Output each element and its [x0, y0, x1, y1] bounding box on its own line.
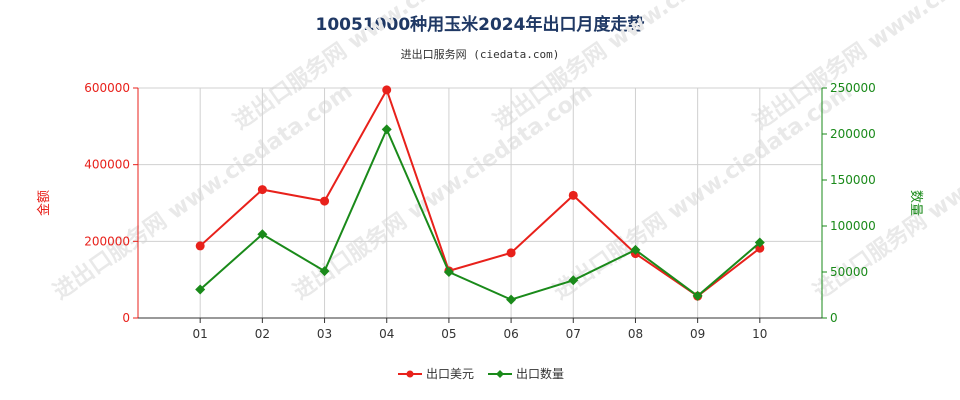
x-tick-label: 10: [752, 327, 767, 341]
series-line: [199, 87, 761, 298]
data-point: [195, 241, 205, 251]
y-right-axis-label: 数量: [908, 190, 923, 216]
data-point: [568, 275, 579, 286]
x-tick-label: 02: [255, 327, 270, 341]
x-tick-label: 01: [193, 327, 208, 341]
y-left-tick-label: 600000: [84, 81, 130, 95]
data-point: [755, 243, 765, 253]
y-left-axis-label: 金额: [36, 190, 52, 216]
y-right-tick-label: 150000: [830, 173, 876, 187]
x-tick-label: 06: [503, 327, 518, 341]
legend-label: 出口数量: [516, 366, 564, 381]
y-right-tick-label: 200000: [830, 127, 876, 141]
data-point: [443, 267, 454, 277]
y-left-tick-label: 400000: [84, 158, 130, 172]
y-right-tick-label: 0: [830, 311, 838, 325]
data-point: [257, 229, 268, 240]
y-right-tick-label: 50000: [830, 265, 868, 279]
watermark-text: 进出口服务网 www.ciedata.com: [549, 79, 857, 305]
legend-swatch-marker: [406, 370, 414, 378]
data-point: [320, 196, 330, 206]
data-point: [319, 266, 330, 277]
legend[interactable]: 出口美元 出口数量: [398, 366, 564, 381]
x-tick-label: 09: [690, 327, 705, 341]
y-right-tick-label: 250000: [830, 81, 876, 95]
x-tick-label: 07: [566, 327, 581, 341]
x-tick-label: 03: [317, 327, 332, 341]
legend-swatch-marker: [496, 370, 504, 378]
data-point: [381, 124, 392, 135]
x-tick-label: 04: [379, 327, 394, 341]
chart-title: 10051000种用玉米2024年出口月度走势: [315, 15, 645, 35]
y-right-tick-label: 100000: [830, 219, 876, 233]
data-point: [382, 85, 392, 95]
data-point: [195, 284, 206, 295]
data-point: [506, 294, 517, 305]
data-point: [568, 190, 578, 200]
chart-subtitle: 进出口服务网 (ciedata.com): [400, 48, 560, 61]
series-line: [199, 126, 761, 301]
data-point: [630, 244, 641, 255]
x-tick-label: 08: [628, 327, 643, 341]
x-tick-label: 05: [441, 327, 456, 341]
data-point: [692, 290, 703, 301]
series: [195, 85, 765, 305]
axes: 01 02 03 04 05 06 07 08 09 10 0 200000 400000 600000 0…: [36, 81, 923, 341]
data-point: [257, 185, 267, 195]
watermark-text: 进出口服务网 www.ciedata.com: [749, 0, 960, 135]
y-left-tick-label: 200000: [84, 234, 130, 248]
data-point: [754, 237, 765, 248]
data-point: [506, 248, 516, 258]
y-left-tick-label: 0: [122, 311, 130, 325]
legend-label: 出口美元: [426, 367, 474, 381]
